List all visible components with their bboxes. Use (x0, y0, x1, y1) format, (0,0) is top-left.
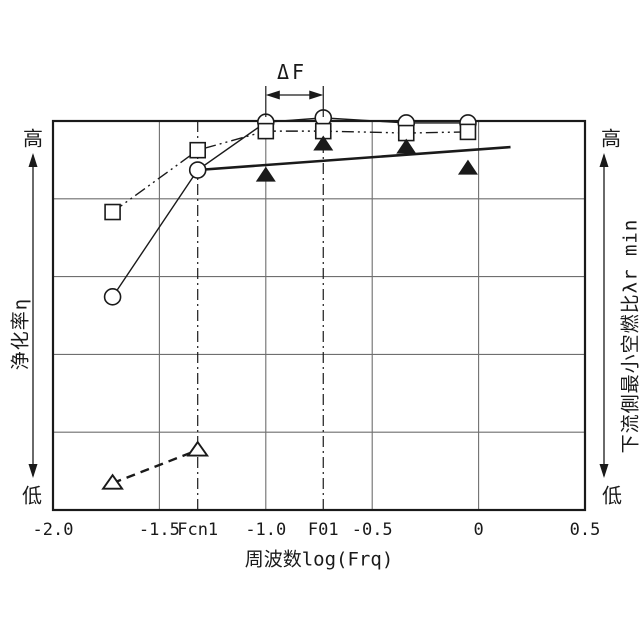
right-axis-low-label: 低 (602, 483, 622, 508)
x-axis-title: 周波数log(Frq) (244, 548, 394, 571)
series-line-purification-rate-squares (112, 130, 468, 213)
x-tick-label: -1.5 (139, 520, 180, 540)
marker-square-open (459, 123, 477, 141)
x-tick-label: F01 (308, 520, 339, 540)
annotation-arrowhead-right (309, 90, 324, 100)
marker-triangle-open (186, 440, 210, 457)
right-axis-arrowhead-up (599, 153, 609, 167)
marker-triangle-filled (255, 166, 276, 182)
annotation-arrowhead-left (265, 90, 280, 100)
marker-triangle-filled (313, 135, 334, 151)
x-tick-label: -1.0 (245, 520, 286, 540)
right-axis-title: 下流側最小空燃比λr_min (619, 218, 640, 454)
right-axis-arrowhead-down (599, 464, 609, 478)
right-axis-high-label: 高 (601, 126, 621, 151)
marker-triangle-filled (457, 159, 478, 175)
x-tick-label: -2.0 (33, 520, 74, 540)
delta-f-annotation-label: ΔF (276, 60, 308, 84)
x-tick-label: 0.5 (570, 520, 601, 540)
x-tick-label: 0 (473, 520, 483, 540)
left-axis-high-label: 高 (23, 126, 43, 151)
marker-square-open (104, 203, 121, 221)
marker-circle-open (103, 288, 122, 306)
left-axis-title: 浄化率η (9, 297, 32, 371)
left-axis-arrowhead-down (28, 464, 38, 478)
left-axis-low-label: 低 (22, 483, 42, 508)
x-tick-label: Fcn1 (177, 520, 218, 540)
x-tick-label: -0.5 (352, 520, 393, 540)
series-line-lambda-min-trend-line (197, 145, 511, 172)
marker-square-open (397, 124, 415, 142)
series-line-open-triangles-dashed (112, 448, 199, 485)
series-line-purification-rate-circles (112, 117, 468, 298)
marker-square-open (189, 141, 207, 159)
plot-border (51, 119, 587, 512)
marker-square-open (257, 122, 275, 140)
left-axis-arrowhead-up (28, 153, 38, 167)
marker-circle-open (188, 161, 207, 179)
marker-triangle-filled (396, 138, 417, 154)
marker-triangle-open (101, 473, 124, 490)
